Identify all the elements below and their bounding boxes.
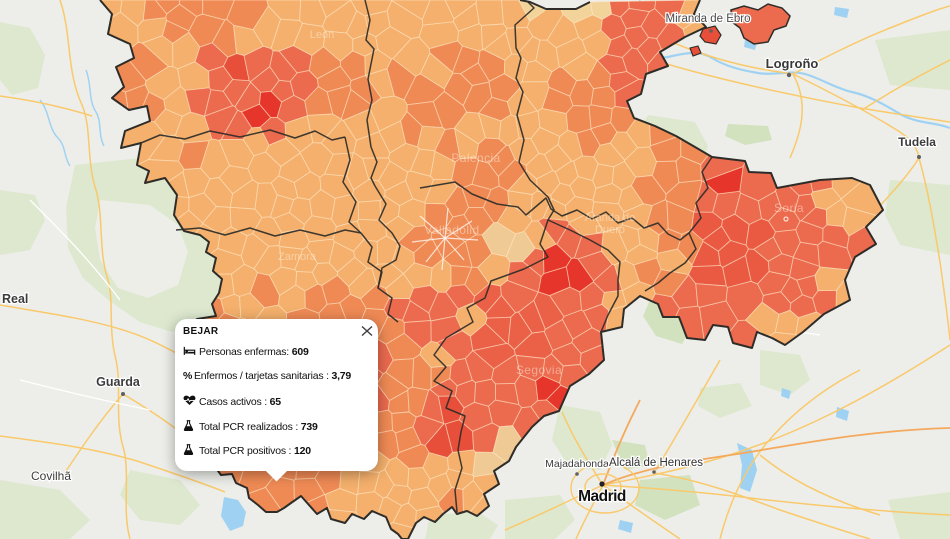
svg-text:Tudela: Tudela — [898, 135, 936, 149]
svg-text:Palencia: Palencia — [451, 151, 500, 165]
svg-text:Majadahonda: Majadahonda — [545, 458, 609, 470]
svg-text:Duero: Duero — [595, 224, 625, 236]
svg-text:Valladolid: Valladolid — [424, 223, 479, 237]
svg-text:Guarda: Guarda — [96, 375, 141, 389]
svg-text:Logroño: Logroño — [766, 56, 819, 71]
svg-text:Covilhã: Covilhã — [31, 469, 71, 483]
svg-text:Alcalá de Henares: Alcalá de Henares — [609, 457, 703, 469]
svg-text:Real: Real — [2, 292, 28, 306]
svg-text:Aranda de: Aranda de — [585, 212, 636, 224]
svg-text:León: León — [310, 29, 334, 41]
svg-text:Segovia: Segovia — [516, 363, 562, 377]
svg-text:Madrid: Madrid — [578, 488, 626, 505]
svg-text:Miranda de Ebro: Miranda de Ebro — [665, 13, 750, 25]
svg-text:Soria: Soria — [774, 201, 804, 215]
svg-text:Zamora: Zamora — [278, 251, 317, 263]
